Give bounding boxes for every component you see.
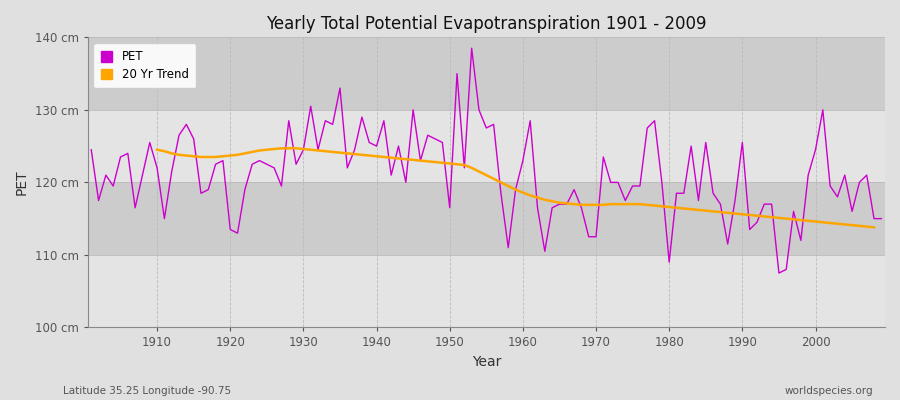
20 Yr Trend	[868, 225, 879, 230]
PET	[613, 180, 624, 185]
PET	[518, 158, 528, 163]
PET	[466, 46, 477, 51]
20 Yr Trend	[518, 190, 528, 195]
20 Yr Trend	[379, 154, 390, 159]
20 Yr Trend	[276, 146, 287, 151]
Line: PET: PET	[91, 48, 881, 273]
Title: Yearly Total Potential Evapotranspiration 1901 - 2009: Yearly Total Potential Evapotranspiratio…	[266, 15, 706, 33]
X-axis label: Year: Year	[472, 355, 501, 369]
Bar	[87, 37, 885, 110]
Text: Latitude 35.25 Longitude -90.75: Latitude 35.25 Longitude -90.75	[63, 386, 231, 396]
20 Yr Trend	[152, 147, 163, 152]
PET	[305, 104, 316, 109]
20 Yr Trend	[723, 210, 734, 215]
Line: 20 Yr Trend: 20 Yr Trend	[158, 148, 874, 227]
Bar	[87, 110, 885, 182]
Bar	[87, 255, 885, 328]
PET	[144, 140, 155, 145]
PET	[773, 271, 784, 276]
20 Yr Trend	[328, 150, 338, 154]
PET	[525, 118, 535, 123]
PET	[876, 216, 886, 221]
PET	[349, 147, 360, 152]
PET	[86, 147, 96, 152]
Bar	[87, 182, 885, 255]
20 Yr Trend	[349, 152, 360, 156]
20 Yr Trend	[539, 197, 550, 202]
Y-axis label: PET: PET	[15, 170, 29, 195]
Legend: PET, 20 Yr Trend: PET, 20 Yr Trend	[94, 43, 196, 88]
Text: worldspecies.org: worldspecies.org	[785, 386, 873, 396]
